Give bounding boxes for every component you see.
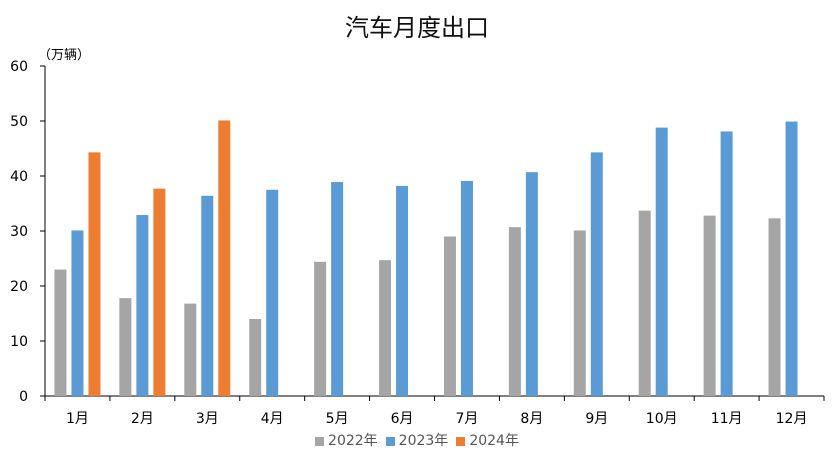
y-tick-label: 50 <box>10 114 28 130</box>
y-tick-label: 20 <box>10 279 28 295</box>
x-tick-label: 2月 <box>131 411 154 427</box>
legend-swatch <box>385 436 395 446</box>
y-tick-label: 60 <box>10 59 28 75</box>
bar-2022年-11月 <box>703 215 716 396</box>
y-tick-label: 40 <box>10 169 28 185</box>
bar-2022年-10月 <box>638 210 651 396</box>
x-tick-label: 5月 <box>326 411 349 427</box>
bar-2023年-4月 <box>266 189 279 396</box>
bar-2022年-2月 <box>119 298 132 396</box>
legend-item: 2024年 <box>456 430 519 450</box>
x-tick-label: 10月 <box>646 411 678 427</box>
bar-2023年-11月 <box>720 131 733 396</box>
x-tick-label: 11月 <box>711 411 743 427</box>
chart-title: 汽车月度出口 <box>345 14 489 42</box>
x-tick-label: 9月 <box>585 411 608 427</box>
bar-2022年-4月 <box>249 319 262 396</box>
y-axis-unit-label: （万辆） <box>38 48 91 63</box>
bar-2022年-12月 <box>768 218 781 396</box>
x-tick-label: 4月 <box>261 411 284 427</box>
bar-2023年-2月 <box>136 215 149 396</box>
y-tick-label: 30 <box>10 224 28 240</box>
x-tick-label: 6月 <box>391 411 414 427</box>
x-tick-label: 3月 <box>196 411 219 427</box>
bar-2024年-1月 <box>88 152 101 396</box>
bar-2023年-7月 <box>460 180 473 396</box>
bar-2023年-6月 <box>396 185 409 396</box>
legend-item: 2022年 <box>315 430 378 450</box>
bar-2023年-3月 <box>201 195 214 396</box>
legend-label: 2022年 <box>328 433 378 449</box>
legend-item: 2023年 <box>385 430 449 450</box>
bar-2022年-7月 <box>443 236 456 396</box>
bar-2022年-8月 <box>508 227 521 396</box>
bar-2023年-1月 <box>71 230 84 396</box>
bar-2022年-9月 <box>573 230 586 396</box>
x-tick-label: 8月 <box>520 411 543 427</box>
x-tick-label: 12月 <box>776 411 808 427</box>
bar-2022年-1月 <box>54 269 67 396</box>
bar-2023年-9月 <box>590 152 603 396</box>
legend-swatch <box>315 436 325 446</box>
bar-2023年-10月 <box>655 127 668 396</box>
y-tick-label: 10 <box>10 334 28 350</box>
bar-2024年-2月 <box>153 188 166 396</box>
bar-2022年-3月 <box>184 303 197 396</box>
bar-2022年-6月 <box>379 260 392 396</box>
bar-2024年-3月 <box>218 120 231 396</box>
y-tick-label: 0 <box>19 389 28 405</box>
bar-2023年-12月 <box>785 121 798 397</box>
x-tick-label: 1月 <box>66 411 89 427</box>
x-tick-label: 7月 <box>455 411 478 427</box>
bar-2022年-5月 <box>314 261 327 396</box>
legend-label: 2024年 <box>469 433 519 449</box>
bar-2023年-8月 <box>525 172 538 396</box>
chart-legend: 2022年 2023年 2024年 <box>0 430 834 450</box>
bar-2023年-5月 <box>331 182 344 396</box>
legend-label: 2023年 <box>398 433 449 449</box>
legend-swatch <box>456 436 466 446</box>
